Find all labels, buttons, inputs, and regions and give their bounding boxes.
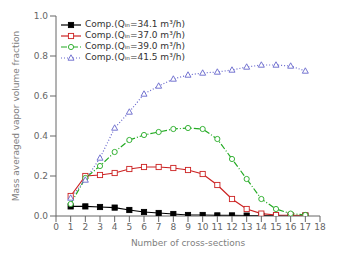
svg-text:11: 11 bbox=[212, 222, 223, 232]
svg-text:15: 15 bbox=[270, 222, 281, 232]
svg-text:0: 0 bbox=[53, 222, 59, 232]
svg-text:5: 5 bbox=[126, 222, 132, 232]
svg-text:12: 12 bbox=[226, 222, 237, 232]
html-text:Comp.(Qᵢₙ=37.0 m³/h): Comp.(Qᵢₙ=37.0 m³/h) bbox=[85, 30, 185, 40]
svg-text:3: 3 bbox=[97, 222, 103, 232]
svg-text:2: 2 bbox=[82, 222, 88, 232]
svg-text:7: 7 bbox=[156, 222, 162, 232]
svg-text:Mass averaged vapor volume fra: Mass averaged vapor volume fraction bbox=[11, 31, 21, 201]
svg-text:1.0: 1.0 bbox=[34, 11, 49, 21]
svg-text:0.2: 0.2 bbox=[34, 171, 48, 181]
svg-text:6: 6 bbox=[141, 222, 147, 232]
svg-text:0.4: 0.4 bbox=[34, 131, 49, 141]
svg-text:16: 16 bbox=[285, 222, 297, 232]
svg-text:14: 14 bbox=[256, 222, 268, 232]
svg-text:18: 18 bbox=[314, 222, 326, 232]
html-text:Comp.(Qᵢₙ=34.1 m³/h): Comp.(Qᵢₙ=34.1 m³/h) bbox=[85, 19, 185, 29]
svg-text:4: 4 bbox=[112, 222, 118, 232]
html-text:Comp.(Qᵢₙ=39.0 m³/h): Comp.(Qᵢₙ=39.0 m³/h) bbox=[85, 41, 185, 51]
svg-text:9: 9 bbox=[185, 222, 191, 232]
svg-text:0.0: 0.0 bbox=[34, 211, 49, 221]
html-text:Comp.(Qᵢₙ=41.5 m³/h): Comp.(Qᵢₙ=41.5 m³/h) bbox=[85, 52, 185, 62]
svg-text:0.8: 0.8 bbox=[34, 51, 49, 61]
svg-text:10: 10 bbox=[197, 222, 209, 232]
svg-text:13: 13 bbox=[241, 222, 252, 232]
svg-text:1: 1 bbox=[68, 222, 74, 232]
svg-text:8: 8 bbox=[170, 222, 176, 232]
svg-text:Number of cross-sections: Number of cross-sections bbox=[131, 238, 246, 246]
svg-text:17: 17 bbox=[300, 222, 311, 232]
svg-text:0.6: 0.6 bbox=[34, 91, 49, 101]
